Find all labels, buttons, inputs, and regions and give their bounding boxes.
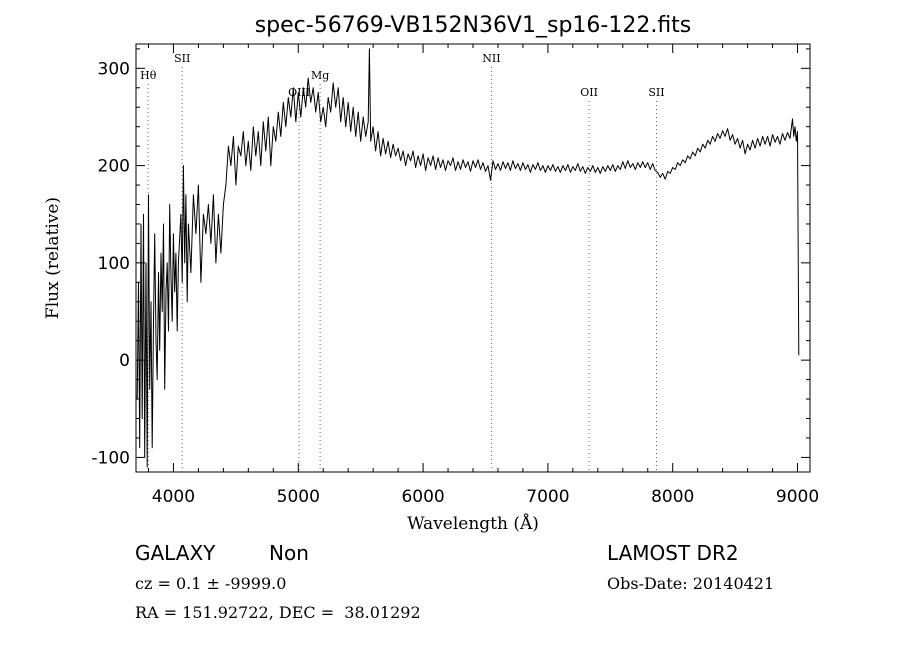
spectrum-line <box>136 48 800 468</box>
emission-line-label: SII <box>174 52 190 65</box>
observation-date: Obs-Date: 20140421 <box>607 574 775 593</box>
y-tick-label: 300 <box>98 59 130 79</box>
emission-line-label: SII <box>648 86 664 99</box>
y-tick-label: 100 <box>98 254 130 274</box>
x-tick-label: 9000 <box>776 487 819 507</box>
x-axis-label: Wavelength (Å) <box>407 513 539 534</box>
emission-line-label: Mg <box>311 69 329 82</box>
emission-line-label: Hθ <box>140 69 157 82</box>
axis-ticks: 4000 5000 6000 7000 8000 9000 -100 0 100 200 300 <box>91 44 819 507</box>
object-subclass: Non <box>269 541 309 565</box>
redshift-cz: cz = 0.1 ± -9999.0 <box>135 574 287 593</box>
ra-dec-coordinates: RA = 151.92722, DEC = 38.01292 <box>135 603 421 622</box>
spectrum-series-layer <box>136 48 800 468</box>
x-tick-label: 7000 <box>526 487 569 507</box>
y-tick-label: 200 <box>98 157 130 177</box>
object-class: GALAXY <box>135 541 216 565</box>
x-tick-label: 5000 <box>277 487 320 507</box>
chart-title: spec-56769-VB152N36V1_sp16-122.fits <box>255 13 692 38</box>
x-tick-label: 8000 <box>651 487 694 507</box>
emission-line-label: NII <box>482 52 500 65</box>
y-tick-label: 0 <box>119 351 130 371</box>
x-tick-label: 4000 <box>152 487 195 507</box>
emission-line-label: OII <box>580 86 598 99</box>
x-tick-label: 6000 <box>401 487 444 507</box>
plot-frame <box>135 43 811 473</box>
survey-label: LAMOST DR2 <box>607 541 739 565</box>
y-axis-label: Flux (relative) <box>43 197 63 319</box>
y-tick-label: -100 <box>91 448 130 468</box>
